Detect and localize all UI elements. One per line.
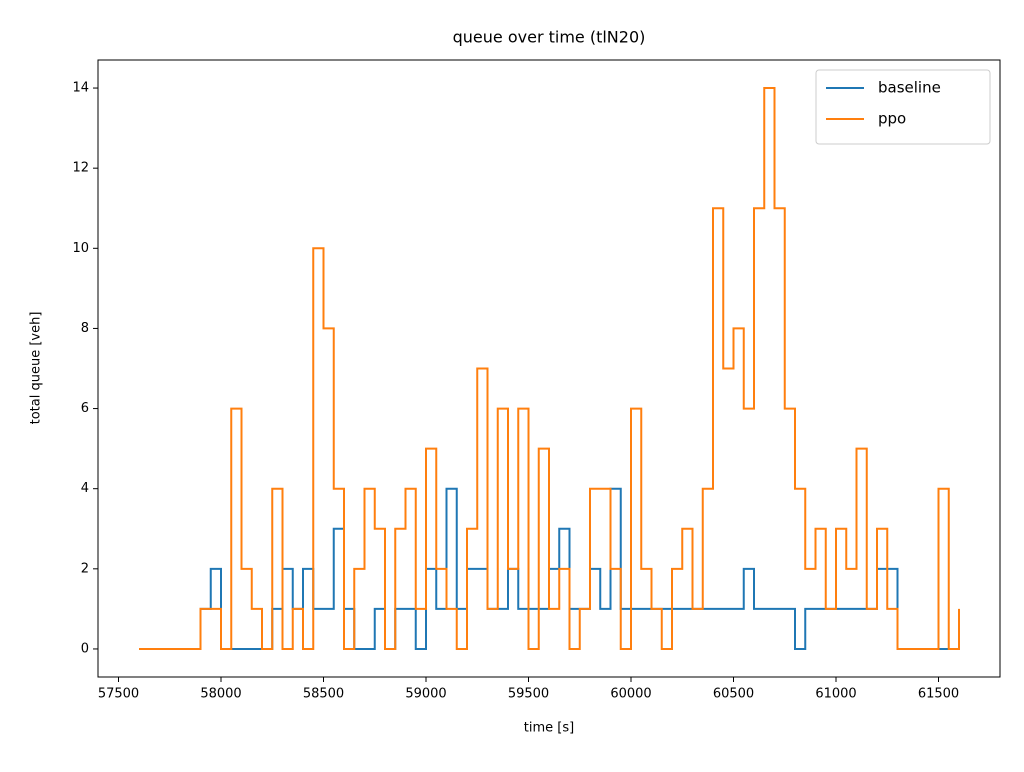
legend-label: ppo	[878, 110, 906, 128]
y-tick-label: 14	[72, 81, 89, 96]
x-tick-label: 60000	[610, 687, 651, 702]
x-axis-label: time [s]	[524, 721, 574, 736]
y-tick-label: 0	[81, 641, 89, 656]
y-tick-label: 6	[81, 401, 89, 416]
y-tick-label: 10	[72, 241, 89, 256]
y-tick-label: 4	[81, 481, 89, 496]
x-tick-label: 59000	[405, 687, 446, 702]
y-tick-label: 12	[72, 161, 89, 176]
chart-title: queue over time (tlN20)	[453, 28, 646, 47]
legend-label: baseline	[878, 79, 941, 97]
x-tick-label: 58500	[303, 687, 344, 702]
x-tick-label: 58000	[200, 687, 241, 702]
x-tick-label: 61000	[815, 687, 856, 702]
x-tick-label: 61500	[918, 687, 959, 702]
x-tick-label: 60500	[713, 687, 754, 702]
series-line	[139, 87, 960, 650]
y-tick-label: 2	[81, 561, 89, 576]
x-tick-label: 59500	[508, 687, 549, 702]
x-tick-label: 57500	[98, 687, 139, 702]
y-axis-label: total queue [veh]	[29, 312, 44, 425]
y-tick-label: 8	[81, 321, 89, 336]
plot-frame	[97, 59, 1001, 678]
